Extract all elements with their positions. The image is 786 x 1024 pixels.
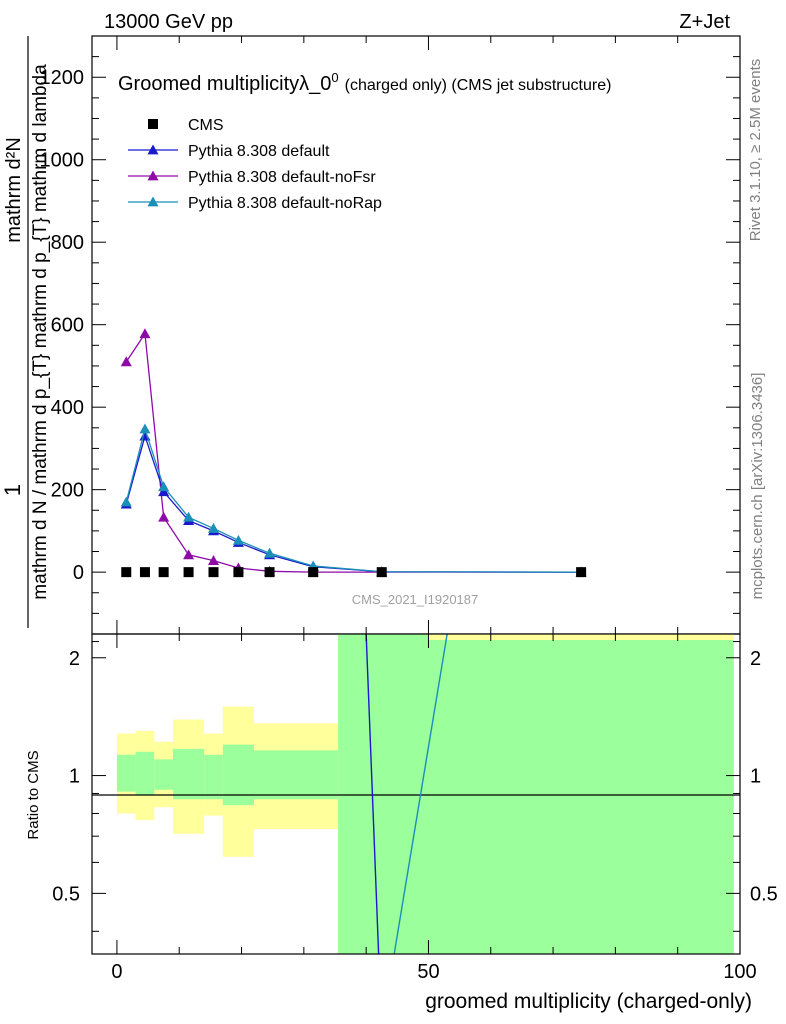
ratio-y-tick-label-right: 2	[750, 648, 761, 670]
main-y-tick-label: 400	[51, 397, 84, 419]
legend-marker	[147, 170, 159, 181]
mcplots-label: mcplots.cern.ch [arXiv:1306.3436]	[749, 373, 766, 600]
data-point	[208, 555, 219, 565]
data-point	[139, 423, 151, 434]
legend-marker	[147, 196, 159, 207]
stat-uncertainty-band	[338, 634, 429, 954]
data-point	[232, 534, 244, 545]
main-axis-ticks	[92, 35, 741, 634]
legend: CMS Pythia 8.308 default Pythia 8.308 defa…	[128, 117, 382, 212]
main-series-layer	[120, 328, 587, 578]
main-y-tick-label: 1200	[40, 67, 85, 89]
legend-entry: Pythia 8.308 default	[188, 143, 330, 160]
ratio-line	[365, 633, 380, 955]
watermark: CMS_2021_I1920187	[352, 592, 479, 607]
ratio-tick-labels: 0.5 0.5 1 1 2 2 0 50 100	[52, 648, 778, 983]
data-point	[576, 567, 587, 578]
data-point	[264, 567, 275, 578]
x-tick-label: 50	[417, 961, 439, 983]
ratio-y-tick-label-right: 1	[750, 766, 761, 788]
data-point	[208, 522, 219, 533]
rivet-label: Rivet 3.1.10, ≥ 2.5M events	[747, 59, 764, 242]
legend-marker	[147, 144, 159, 155]
stat-uncertainty-band	[173, 748, 205, 800]
data-point	[183, 567, 194, 578]
x-axis-label: groomed multiplicity (charged-only)	[425, 990, 752, 1013]
legend-entry: Pythia 8.308 default-noRap	[188, 195, 382, 212]
data-point	[121, 567, 132, 578]
data-point	[139, 567, 150, 578]
main-panel: 0 200 400 600 800 1000 1200 Groomed multiplici…	[40, 35, 741, 635]
plot-title: Groomed multiplicityλ_00 (charged only) (…	[118, 70, 611, 95]
data-point	[233, 567, 244, 578]
data-point	[120, 496, 132, 507]
plot-title-suffix: (charged only) (CMS jet substructure)	[345, 77, 612, 94]
main-y-tick-label: 600	[51, 315, 84, 337]
ratio-bands	[116, 634, 734, 954]
stat-uncertainty-band	[154, 759, 173, 790]
stat-uncertainty-band	[254, 750, 339, 800]
series-line	[125, 331, 582, 573]
data-point	[120, 356, 132, 367]
data-point	[208, 567, 219, 578]
data-point	[376, 567, 387, 578]
ratio-panel-frame	[91, 633, 741, 955]
series-2	[120, 328, 587, 577]
ratio-y-label: Ratio to CMS	[25, 750, 42, 839]
main-y-tick-label: 800	[51, 232, 84, 254]
stat-uncertainty-band	[222, 744, 254, 806]
data-point	[158, 511, 170, 522]
ratio-lines	[365, 633, 448, 955]
main-y-tick-label: 1000	[40, 150, 85, 172]
ratio-y-tick-label: 2	[69, 648, 80, 670]
process-label: Z+Jet	[679, 11, 730, 33]
plot-title-main: Groomed multiplicityλ_0	[118, 73, 331, 95]
legend-entry: CMS	[188, 117, 224, 134]
series-line	[125, 426, 582, 573]
data-point	[264, 547, 276, 558]
stat-uncertainty-band	[204, 754, 223, 800]
data-point	[308, 567, 319, 578]
data-point	[139, 328, 151, 339]
data-point	[158, 567, 169, 578]
data-point	[183, 549, 195, 560]
main-y-axis-label: 1 mathrm d²N mathrm d N / mathrm d p_{T}…	[0, 36, 51, 628]
ratio-line	[393, 633, 448, 955]
ratio-panel: 0.5 0.5 1 1 2 2 0 50 100 Ratio to CMS	[25, 633, 778, 983]
ratio-y-tick-label-right: 0.5	[750, 883, 778, 905]
data-point	[158, 481, 170, 492]
x-tick-label: 100	[723, 961, 756, 983]
series-line	[125, 433, 582, 573]
ratio-y-tick-label: 1	[69, 766, 80, 788]
legend-entry: Pythia 8.308 default-noFsr	[188, 169, 376, 186]
x-tick-label: 0	[111, 961, 122, 983]
ratio-axis-ticks	[92, 634, 741, 954]
ylabel-numerator: mathrm d²N	[3, 137, 25, 243]
data-point	[183, 511, 195, 522]
ratio-y-tick-label: 0.5	[52, 883, 80, 905]
legend-marker	[148, 119, 158, 129]
main-y-tick-label: 0	[73, 562, 84, 584]
ylabel-denominator: mathrm d N / mathrm d p_{T} mathrm d p_{…	[30, 64, 51, 600]
main-y-tick-label: 200	[51, 480, 84, 502]
stat-uncertainty-band	[135, 751, 155, 796]
plot-title-sup: 0	[331, 70, 338, 85]
series-0	[121, 567, 587, 578]
ylabel-prefix: 1	[0, 484, 25, 496]
stat-uncertainty-band	[116, 754, 136, 792]
energy-label: 13000 GeV pp	[104, 11, 233, 33]
main-tick-labels: 0 200 400 600 800 1000 1200	[40, 67, 85, 584]
stat-uncertainty-band	[428, 640, 734, 954]
